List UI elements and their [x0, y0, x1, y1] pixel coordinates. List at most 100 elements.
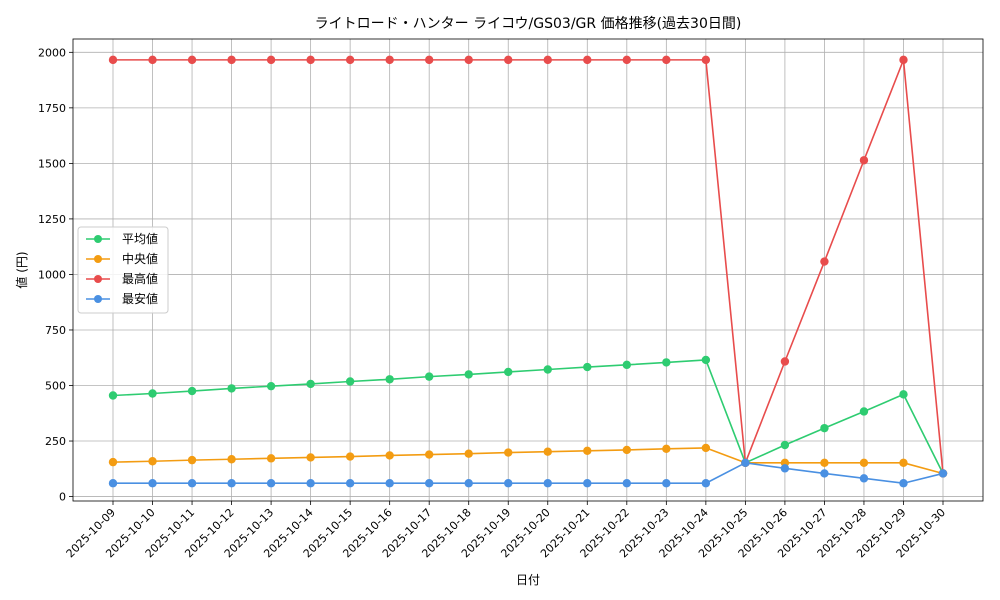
data-point — [820, 469, 829, 478]
data-point — [345, 452, 355, 461]
data-point — [464, 370, 473, 379]
series-line — [113, 462, 944, 485]
legend-swatch-marker — [94, 255, 102, 263]
data-point — [385, 451, 394, 460]
data-point — [583, 362, 592, 372]
data-point — [345, 377, 355, 386]
y-tick-label: 0 — [59, 491, 66, 504]
data-point — [148, 457, 157, 466]
data-point — [148, 55, 157, 65]
data-point — [701, 55, 711, 65]
series-points — [108, 55, 948, 488]
data-point — [385, 479, 394, 488]
series-lines — [112, 59, 944, 485]
data-point — [266, 479, 276, 488]
data-point — [424, 55, 434, 65]
y-tick-label: 1750 — [38, 102, 66, 115]
data-point — [108, 479, 118, 488]
y-tick-label: 250 — [45, 435, 66, 448]
y-tick-label: 750 — [45, 324, 66, 337]
x-axis-label: 日付 — [516, 573, 540, 587]
y-tick-label: 1250 — [38, 213, 66, 226]
data-point — [780, 357, 790, 366]
data-point — [266, 454, 276, 463]
data-point — [701, 443, 711, 453]
data-point — [504, 448, 513, 457]
data-point — [504, 367, 513, 377]
data-point — [622, 360, 632, 370]
data-point — [662, 358, 671, 367]
x-axis-ticks: 2025-10-092025-10-102025-10-112025-10-12… — [64, 501, 948, 560]
data-point — [701, 479, 711, 488]
data-point — [938, 469, 948, 478]
data-point — [662, 55, 671, 65]
data-point — [741, 458, 750, 467]
y-tick-label: 1500 — [38, 157, 66, 170]
y-tick-label: 500 — [45, 380, 66, 393]
data-point — [108, 391, 118, 400]
data-point — [820, 423, 829, 433]
y-tick-label: 2000 — [38, 46, 66, 59]
data-point — [543, 479, 552, 488]
plot-frame — [72, 38, 984, 502]
data-point — [187, 55, 197, 65]
data-point — [227, 455, 236, 464]
data-point — [820, 458, 829, 467]
data-point — [227, 55, 236, 65]
data-point — [306, 479, 315, 488]
legend-swatch-marker — [94, 275, 102, 283]
data-point — [266, 381, 276, 391]
legend-label: 最高値 — [122, 271, 158, 286]
series-line — [113, 59, 944, 474]
data-point — [108, 55, 118, 65]
data-point — [622, 479, 632, 488]
data-point — [820, 257, 829, 266]
data-point — [899, 390, 908, 399]
data-point — [424, 450, 434, 459]
data-point — [345, 479, 355, 488]
data-point — [424, 479, 434, 488]
y-axis-ticks: 0 250 500 750 1000 1250 1500 1750 2000 — [38, 46, 73, 504]
data-point — [266, 55, 276, 65]
data-point — [385, 375, 394, 384]
data-point — [701, 355, 711, 365]
data-point — [108, 457, 118, 467]
grid — [73, 39, 983, 501]
data-point — [187, 479, 197, 488]
legend-label: 中央値 — [122, 251, 158, 266]
series-line — [112, 359, 944, 474]
data-point — [859, 458, 869, 467]
data-point — [227, 384, 236, 393]
data-point — [345, 55, 355, 65]
data-point — [543, 55, 552, 65]
data-point — [464, 55, 473, 65]
data-point — [583, 446, 592, 456]
data-point — [622, 55, 632, 65]
legend-box — [77, 226, 169, 314]
data-point — [504, 55, 513, 65]
data-point — [899, 479, 908, 488]
series-line — [112, 447, 944, 475]
chart-title: ライトロード・ハンター ライコウ/GS03/GR 価格推移(過去30日間) — [315, 16, 742, 32]
data-point — [306, 453, 315, 462]
data-point — [148, 479, 157, 488]
legend-swatch-marker — [94, 295, 102, 303]
legend-swatch-marker — [94, 235, 102, 243]
data-point — [424, 372, 434, 381]
data-point — [187, 455, 197, 465]
data-point — [780, 440, 790, 450]
y-tick-label: 1000 — [38, 268, 66, 281]
data-point — [859, 156, 869, 165]
data-point — [859, 407, 869, 416]
data-point — [899, 55, 908, 65]
data-point — [662, 479, 671, 488]
data-point — [543, 365, 552, 374]
data-point — [385, 55, 394, 65]
data-point — [187, 386, 197, 396]
data-point — [622, 445, 632, 455]
data-point — [306, 55, 315, 65]
data-point — [662, 444, 671, 454]
data-point — [583, 479, 592, 488]
